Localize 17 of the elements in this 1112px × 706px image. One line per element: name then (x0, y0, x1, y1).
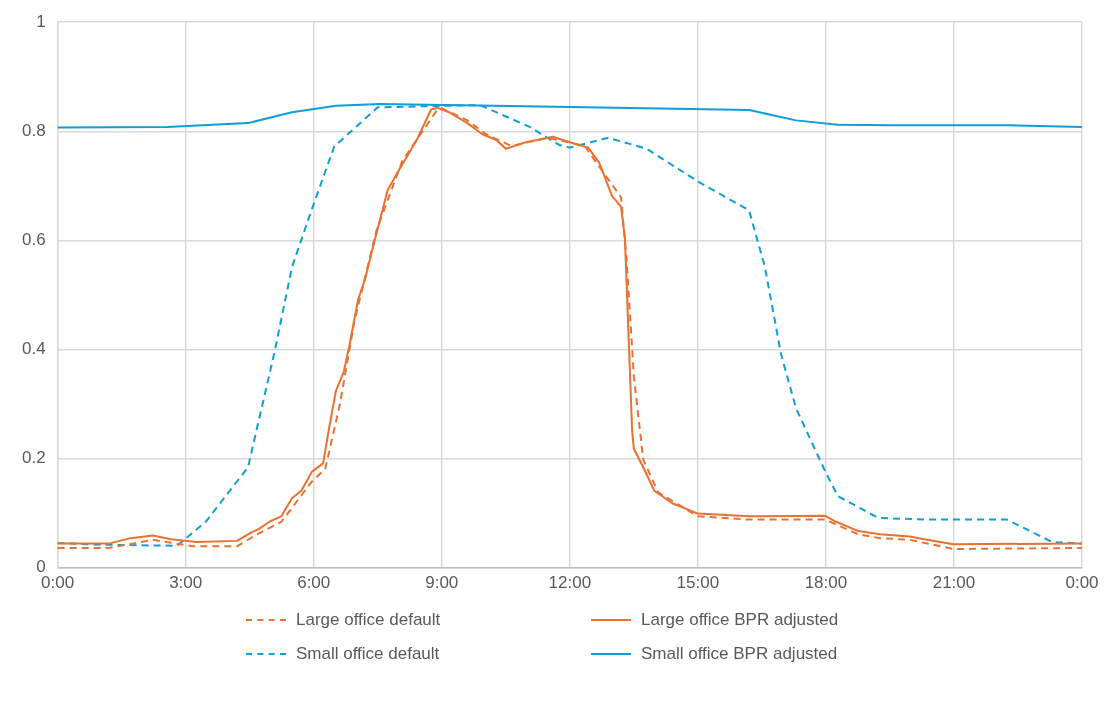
legend-label: Small office default (296, 644, 440, 664)
x-tick-label: 15:00 (676, 573, 720, 593)
y-tick-label: 0.2 (21, 448, 46, 468)
legend-label: Small office BPR adjusted (641, 644, 838, 664)
x-tick-label: 12:00 (548, 573, 592, 593)
x-tick-label: 21:00 (932, 573, 976, 593)
y-tick-label: 1 (36, 11, 46, 31)
x-tick-label: 18:00 (804, 573, 848, 593)
legend-label: Large office BPR adjusted (641, 610, 839, 630)
legend-label: Large office default (296, 610, 441, 630)
x-tick-label: 0:00 (1065, 573, 1099, 593)
x-tick-label: 9:00 (425, 573, 459, 593)
x-tick-label: 3:00 (169, 573, 203, 593)
y-tick-label: 0.6 (21, 230, 46, 250)
x-tick-label: 6:00 (297, 573, 331, 593)
y-tick-label: 0.4 (21, 339, 46, 359)
y-tick-label: 0.8 (21, 120, 46, 140)
